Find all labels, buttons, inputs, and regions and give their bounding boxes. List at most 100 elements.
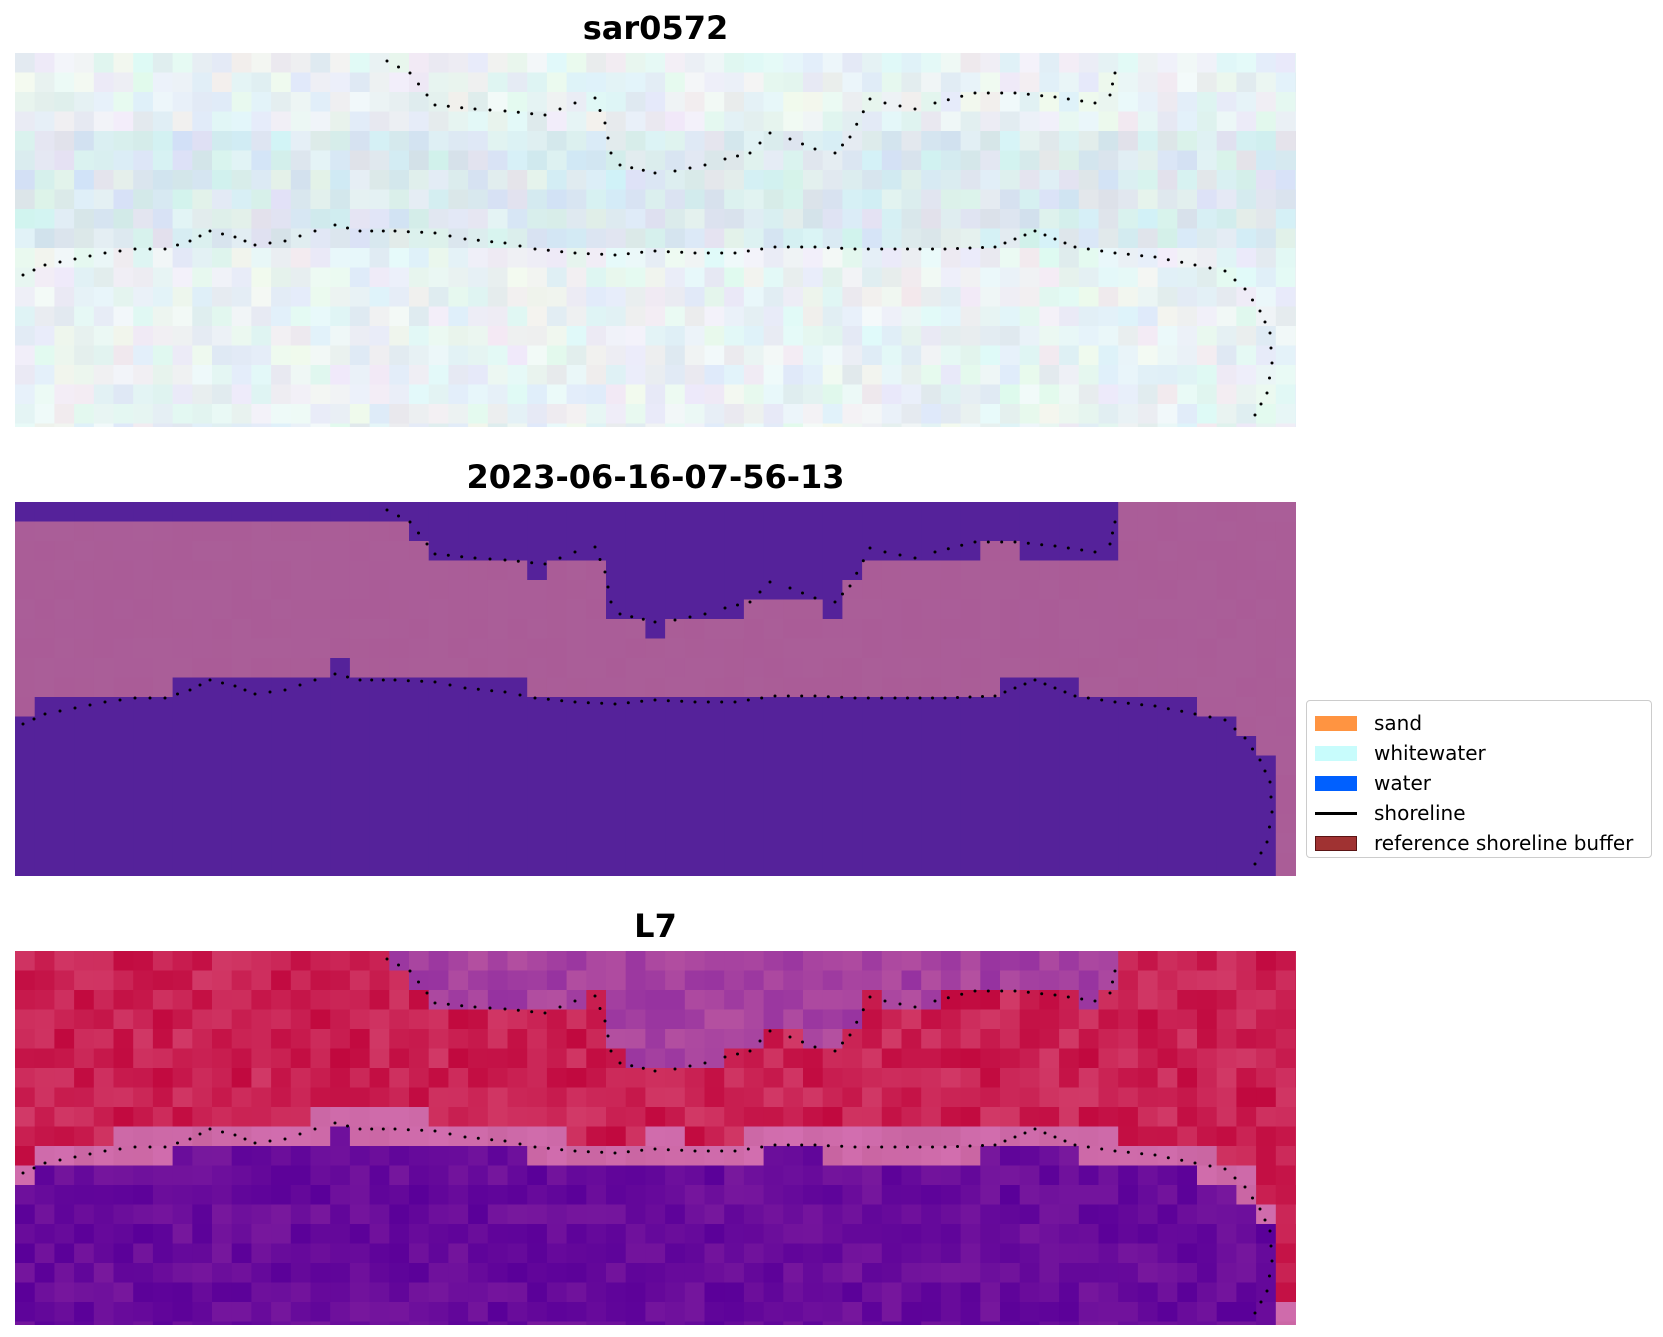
pixel-cell (822, 92, 843, 113)
pixel-cell (290, 697, 312, 718)
pixel-cell (862, 287, 883, 308)
pixel-cell (586, 677, 607, 698)
pixel-cell (743, 1185, 765, 1206)
pixel-cell (74, 1068, 95, 1089)
pixel-cell (428, 1204, 449, 1225)
pixel-cell (290, 833, 312, 854)
pixel-cell (1019, 1068, 1040, 1089)
pixel-cell (803, 287, 824, 308)
pixel-cell (625, 150, 646, 171)
pixel-cell (133, 111, 154, 132)
pixel-cell (113, 736, 134, 757)
pixel-cell (1295, 814, 1296, 835)
pixel-cell (1118, 306, 1139, 327)
pixel-cell (684, 384, 706, 405)
pixel-cell (448, 599, 469, 620)
pixel-cell (625, 1068, 646, 1089)
pixel-cell (704, 287, 725, 308)
pixel-cell (468, 833, 489, 854)
pixel-cell (389, 306, 410, 327)
pixel-cell (743, 1107, 765, 1128)
pixel-cell (133, 833, 154, 854)
pixel-cell (822, 872, 843, 876)
pixel-cell (1236, 365, 1257, 386)
shoreline-point (133, 247, 137, 251)
pixel-cell (1236, 1243, 1257, 1264)
pixel-cell (34, 423, 55, 427)
pixel-cell (349, 326, 371, 347)
pixel-cell (1039, 365, 1060, 386)
pixel-cell (1039, 872, 1060, 876)
pixel-cell (1000, 814, 1021, 835)
pixel-cell (290, 775, 312, 796)
pixel-cell (1078, 404, 1100, 425)
pixel-cell (1157, 1204, 1178, 1225)
pixel-cell (1216, 1048, 1237, 1069)
pixel-cell (448, 697, 469, 718)
pixel-cell (271, 1302, 292, 1323)
pixel-cell (625, 736, 646, 757)
pixel-cell (743, 384, 765, 405)
pixel-cell (822, 697, 843, 718)
pixel-cell (212, 970, 233, 991)
pixel-cell (606, 170, 627, 191)
pixel-cell (271, 755, 292, 776)
pixel-cell (251, 560, 272, 581)
pixel-cell (665, 658, 686, 679)
pixel-cell (1236, 970, 1257, 991)
pixel-cell (783, 423, 804, 427)
pixel-cell (271, 1146, 292, 1167)
pixel-cell (192, 209, 213, 230)
pixel-cell (1137, 872, 1159, 876)
pixel-cell (1098, 1302, 1119, 1323)
pixel-cell (251, 131, 272, 152)
pixel-cell (1039, 853, 1060, 874)
pixel-cell (842, 345, 863, 366)
shoreline-point (1269, 346, 1273, 350)
pixel-cell (566, 306, 587, 327)
pixel-cell (980, 853, 1001, 874)
pixel-cell (921, 209, 942, 230)
pixel-cell (113, 853, 134, 874)
shoreline-point (463, 1135, 467, 1139)
pixel-cell (1197, 755, 1218, 776)
shoreline-point (653, 249, 657, 253)
pixel-cell (1059, 638, 1080, 659)
pixel-cell (231, 599, 252, 620)
pixel-cell (1000, 853, 1021, 874)
pixel-cell (1137, 287, 1159, 308)
pixel-cell (172, 326, 193, 347)
pixel-cell (1177, 1224, 1198, 1245)
pixel-cell (231, 92, 252, 113)
whitewater-swatch-icon (1315, 745, 1357, 761)
shoreline-point (188, 239, 192, 243)
pixel-cell (409, 716, 430, 737)
pixel-cell (113, 248, 134, 269)
pixel-cell (310, 287, 331, 308)
pixel-cell (743, 638, 765, 659)
pixel-cell (822, 599, 843, 620)
pixel-cell (901, 853, 922, 874)
pixel-cell (468, 970, 489, 991)
pixel-cell (212, 560, 233, 581)
pixel-cell (330, 267, 351, 288)
pixel-cell (783, 1029, 804, 1050)
shoreline-point (243, 688, 247, 692)
pixel-cell (1177, 1029, 1198, 1050)
pixel-cell (1197, 502, 1218, 523)
pixel-cell (34, 658, 55, 679)
pixel-cell (1118, 502, 1139, 523)
shoreline-point (1113, 71, 1117, 75)
shoreline-point (420, 679, 424, 683)
pixel-cell (921, 794, 942, 815)
pixel-cell (862, 814, 883, 835)
pixel-cell (1157, 775, 1178, 796)
shoreline-point (653, 620, 657, 624)
pixel-cell (212, 990, 233, 1011)
pixel-cell (231, 872, 252, 876)
pixel-cell (507, 1321, 528, 1325)
shoreline-point (433, 103, 437, 107)
pixel-cell (15, 150, 36, 171)
shoreline-point (358, 678, 362, 682)
pixel-cell (369, 853, 390, 874)
